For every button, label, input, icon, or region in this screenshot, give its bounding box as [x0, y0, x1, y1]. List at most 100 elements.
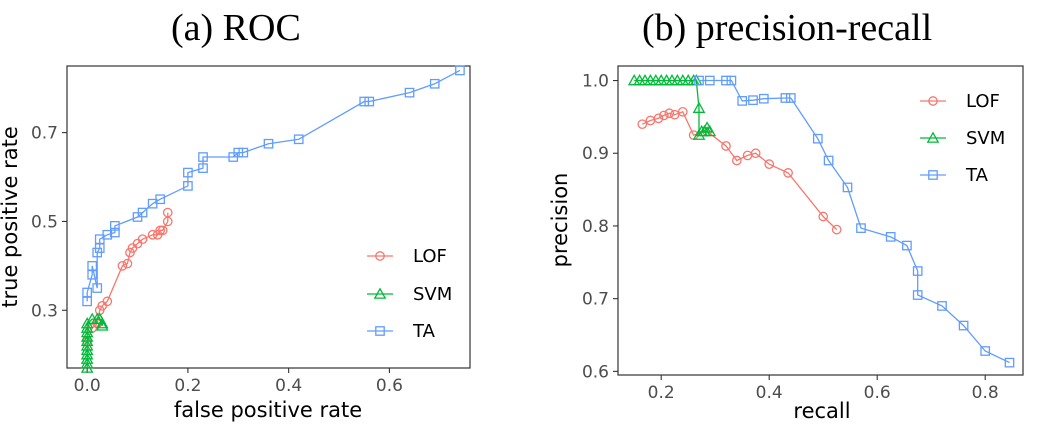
series-svm [80, 312, 109, 373]
chart-0-legend: LOF SVM TA [367, 246, 452, 342]
data-point-svm [93, 312, 107, 324]
data-point-ta [293, 134, 304, 145]
y-tick-label: 0.9 [582, 144, 609, 164]
data-point-lof [764, 159, 775, 170]
data-point-lof [669, 109, 680, 120]
legend-key-marker [928, 170, 938, 180]
data-point-lof [653, 113, 664, 124]
data-point-ta [912, 290, 923, 300]
data-point-ta [780, 93, 791, 103]
data-point-ta [92, 283, 103, 293]
x-tick-label: 0.6 [376, 376, 403, 396]
data-point-ta [198, 163, 208, 173]
data-point-ta [885, 232, 896, 242]
chart-1-group: 0.2 0.4 0.6 0.8 0.6 0.7 0.8 0.9 1.0 recall precisi… [548, 65, 1024, 423]
series-ta [694, 75, 1015, 368]
legend-label-svm: SVM [413, 284, 452, 305]
chart-a-title: (a) ROC [171, 7, 301, 49]
data-point-ta [233, 147, 244, 158]
data-point-ta [1004, 357, 1015, 368]
series-line-lof [86, 212, 169, 342]
chart-b-title: (b) precision-recall [642, 7, 933, 49]
data-point-ta [110, 221, 120, 231]
y-tick-label: 0.7 [31, 124, 58, 144]
data-point-ta [958, 320, 969, 331]
data-point-lof [137, 234, 148, 245]
data-point-ta [238, 147, 249, 158]
data-point-lof [117, 261, 128, 271]
legend-label-lof: LOF [413, 246, 447, 267]
legend-key-marker [928, 96, 938, 106]
x-tick-label: 0.4 [275, 376, 302, 396]
data-point-ta [902, 240, 912, 251]
data-point-ta [102, 229, 113, 240]
data-point-lof [831, 224, 842, 235]
y-tick-label: 0.7 [582, 290, 609, 310]
data-point-lof [162, 207, 173, 218]
legend-key-marker [926, 131, 940, 143]
data-point-ta [785, 93, 796, 103]
data-point-ta [364, 96, 375, 107]
chart-1-legend: LOF SVM TA [920, 91, 1005, 186]
series-ta [82, 65, 465, 307]
data-point-ta [823, 155, 834, 166]
data-point-ta [812, 133, 823, 144]
data-point-ta [455, 65, 465, 76]
data-point-ta [842, 182, 853, 193]
data-point-ta [110, 227, 120, 238]
x-tick-label: 0.8 [972, 383, 999, 403]
data-point-lof [155, 225, 166, 236]
y-axis-title: precision [548, 173, 572, 268]
x-tick-label: 0.2 [648, 383, 675, 403]
data-point-ta [937, 301, 947, 311]
data-point-ta [856, 223, 866, 233]
chart-0-group: 0.0 0.2 0.4 0.6 0.3 0.5 0.7 false positive rate… [0, 65, 471, 422]
data-point-ta [429, 78, 440, 89]
data-point-ta [404, 87, 415, 98]
data-point-svm [692, 101, 706, 113]
data-point-lof [122, 258, 133, 269]
data-point-ta [155, 194, 166, 205]
data-point-lof [677, 106, 688, 117]
y-tick-label: 0.6 [582, 362, 609, 382]
data-point-ta [980, 346, 991, 356]
data-point-lof [721, 141, 731, 151]
data-point-ta [748, 95, 758, 106]
data-point-ta [198, 152, 208, 162]
chart-0-frame [66, 65, 471, 369]
y-tick-label: 0.5 [31, 212, 58, 232]
data-point-lof [102, 296, 113, 307]
data-point-svm [95, 319, 109, 331]
data-point-lof [157, 225, 168, 236]
legend-label-ta: TA [412, 321, 436, 342]
data-point-ta [694, 75, 704, 86]
x-tick-label: 0.0 [74, 376, 101, 396]
data-point-lof [750, 148, 761, 159]
data-point-ta [137, 207, 148, 218]
data-point-ta [183, 181, 193, 191]
data-point-ta [721, 75, 731, 86]
data-point-ta [263, 138, 274, 149]
legend-label-lof: LOF [966, 91, 1000, 112]
y-tick-label: 0.3 [31, 301, 58, 321]
legend-key-marker [373, 287, 387, 299]
legend-label-ta: TA [965, 165, 989, 186]
data-point-ta [737, 96, 748, 106]
data-point-lof [818, 211, 829, 222]
data-point-lof [783, 168, 793, 178]
data-point-lof [659, 110, 669, 121]
y-axis-title: true positive rate [0, 126, 22, 307]
data-point-ta [758, 93, 769, 104]
data-point-ta [82, 287, 92, 298]
legend-key-marker [375, 251, 385, 261]
legend-label-svm: SVM [966, 128, 1005, 149]
y-tick-label: 0.8 [582, 217, 609, 237]
legend-key-marker [375, 326, 385, 336]
series-svm [627, 74, 717, 140]
x-tick-label: 0.2 [174, 376, 201, 396]
y-tick-label: 1.0 [582, 72, 609, 92]
series-line-ta [86, 69, 461, 302]
data-point-lof [731, 155, 742, 166]
data-point-ta [704, 75, 715, 86]
